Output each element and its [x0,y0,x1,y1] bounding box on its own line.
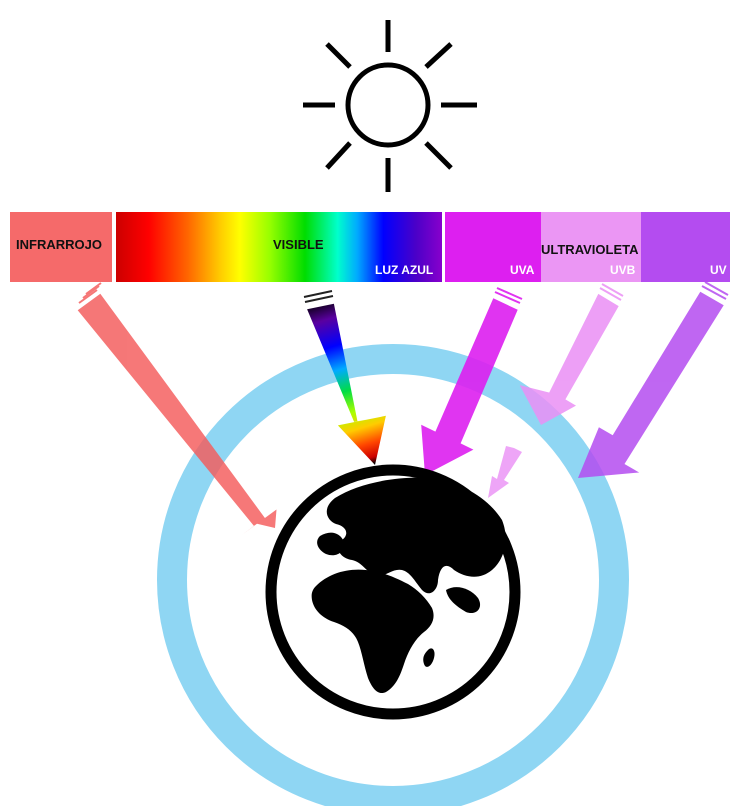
infrared-label: INFRARROJO [16,237,102,252]
band-divider [112,212,114,282]
uvc-arrow [578,281,729,478]
uva-label: UVA [510,263,535,277]
infrared-arrow [77,282,277,535]
uvb-arrow [519,283,624,425]
uvb-label: UVB [610,263,636,277]
uvb-band [541,212,641,282]
visible-label: VISIBLE [273,237,324,252]
band-divider [442,212,444,282]
ultraviolet-label: ULTRAVIOLETA [541,242,639,257]
uvc-label: UV [710,263,727,277]
uva-arrow [421,287,523,475]
uvb-small-arrow [488,446,522,498]
visible-light-arrow [303,290,386,465]
uvc-band [641,212,730,282]
uva-band [445,212,541,282]
visible-band [116,212,442,282]
blue-light-label: LUZ AZUL [375,263,434,277]
sun-icon [303,20,477,192]
infrared-band [10,212,112,282]
